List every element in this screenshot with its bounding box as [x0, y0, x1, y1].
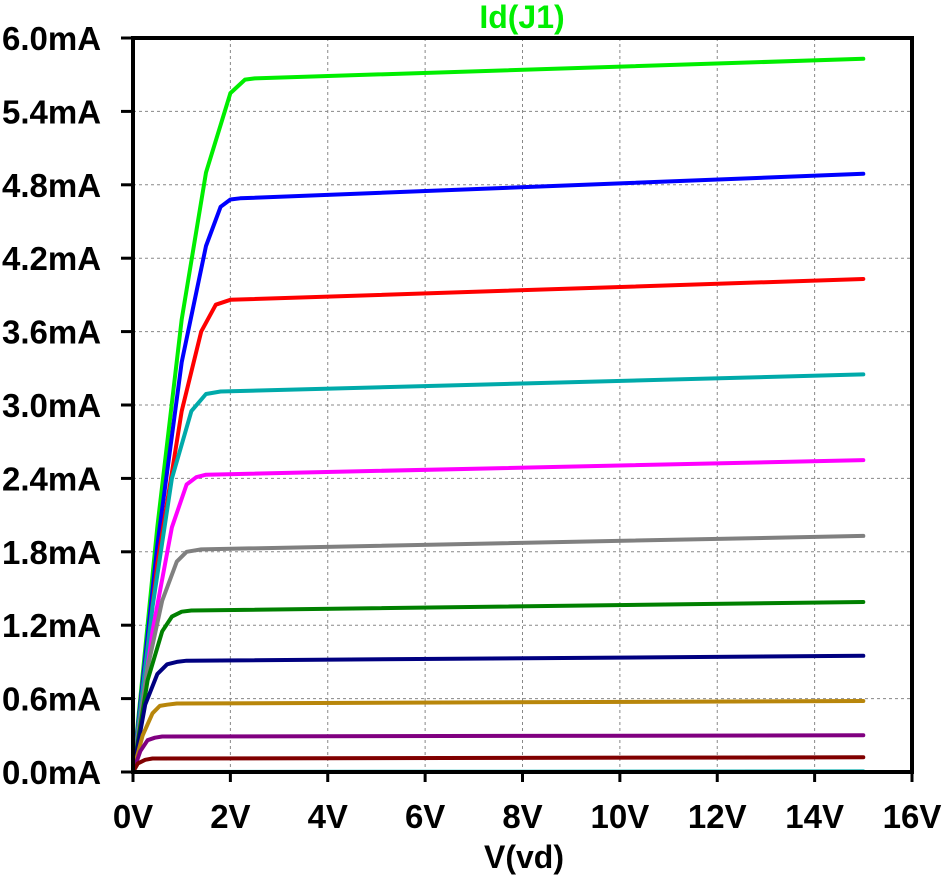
x-tick-label: 16V [883, 798, 942, 835]
y-tick-label: 4.8mA [2, 167, 101, 204]
series-line-10 [131, 733, 866, 774]
y-tick-label: 1.2mA [2, 607, 101, 644]
series-line-7 [131, 600, 866, 774]
x-tick-label: 2V [210, 798, 250, 835]
series-line-5 [131, 458, 866, 774]
x-tick-label: 0V [113, 798, 153, 835]
series-line-2 [131, 171, 866, 774]
x-tick-label: 4V [308, 798, 348, 835]
y-tick-label: 4.2mA [2, 240, 101, 277]
y-tick-label: 3.6mA [2, 314, 101, 351]
y-tick-labels: 0.0mA 0.6mA 1.2mA 1.8mA 2.4mA 3.0mA 3.6mA 4.2mA… [2, 20, 101, 791]
y-tick-label: 1.8mA [2, 534, 101, 571]
series-line-8 [131, 653, 866, 774]
x-tick-label: 12V [688, 798, 747, 835]
ticks [121, 36, 914, 782]
x-tick-label: 6V [405, 798, 445, 835]
y-tick-label: 2.4mA [2, 460, 101, 497]
y-tick-label: 0.0mA [2, 754, 101, 791]
x-tick-labels: 0V 2V 4V 6V 8V 10V 12V 14V 16V [113, 798, 942, 835]
y-tick-label: 6.0mA [2, 20, 101, 57]
grid [133, 38, 912, 772]
y-tick-label: 5.4mA [2, 93, 101, 130]
y-tick-label: 3.0mA [2, 387, 101, 424]
chart-title: Id(J1) [479, 0, 564, 35]
x-tick-label: 10V [591, 798, 650, 835]
x-axis-label: V(vd) [484, 839, 564, 875]
series-line-4 [131, 372, 866, 774]
series-line-6 [131, 533, 866, 774]
series-line-11 [131, 755, 866, 774]
x-tick-label: 8V [502, 798, 542, 835]
series-line-1 [131, 56, 866, 774]
y-tick-label: 0.6mA [2, 681, 101, 718]
x-tick-label: 14V [785, 798, 844, 835]
series-line-9 [131, 699, 866, 774]
